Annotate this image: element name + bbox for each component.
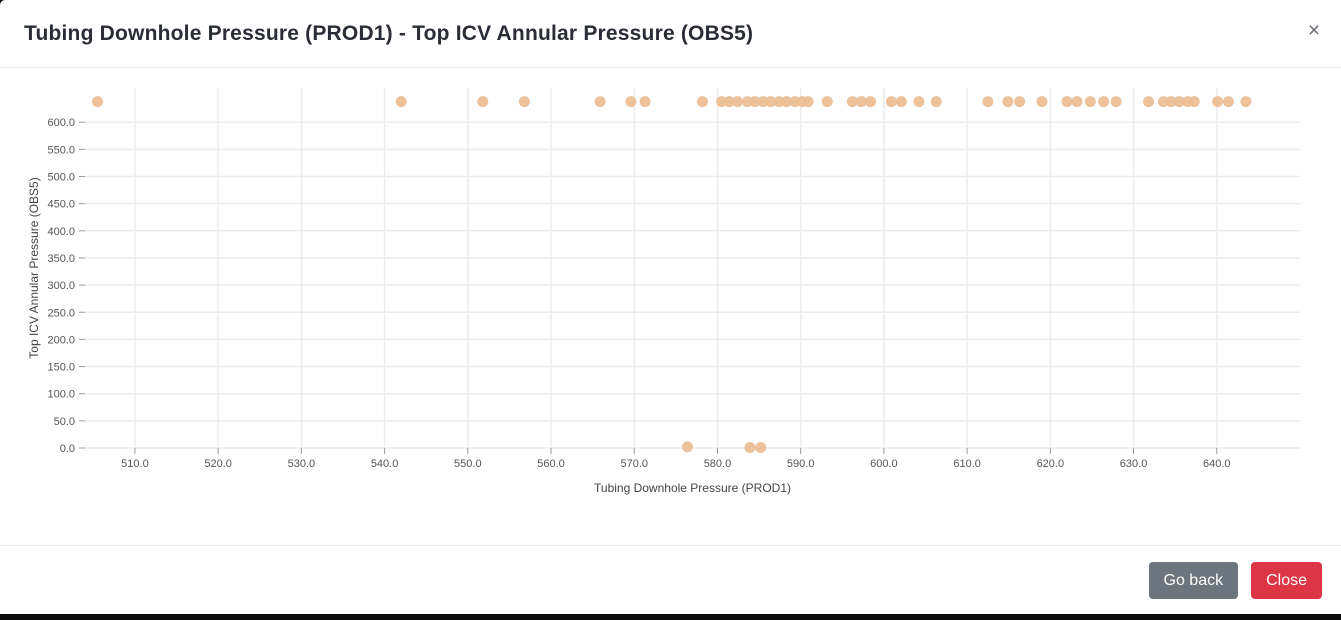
y-tick-label: 350.0 <box>47 253 75 265</box>
chart-point <box>930 96 942 108</box>
chart-point <box>1110 96 1122 108</box>
chart-point <box>744 442 756 453</box>
y-tick-label: 250.0 <box>47 307 75 319</box>
chart-point <box>1071 96 1083 108</box>
y-tick-label: 0.0 <box>60 443 75 455</box>
chart-point <box>1212 96 1224 108</box>
scatter-chart: 510.0 520.0 530.0 540.0 550.0 560.0 570.0 580.0… <box>0 68 1341 508</box>
chart-point <box>1173 96 1185 108</box>
chart-point <box>395 96 407 108</box>
y-axis-title: Top ICV Annular Pressure (OBS5) <box>27 177 41 358</box>
chart-point <box>755 442 767 453</box>
chart-gridlines <box>85 88 1300 449</box>
chart-point <box>697 96 708 108</box>
chart-point <box>749 96 761 108</box>
x-tick-label: 620.0 <box>1037 458 1065 470</box>
chart-point <box>1061 96 1073 108</box>
x-tick-label: 510.0 <box>121 458 149 470</box>
x-tick-label: 520.0 <box>204 458 232 470</box>
chart-svg: 510.0 520.0 530.0 540.0 550.0 560.0 570.0 580.0… <box>27 88 1300 495</box>
y-tick-label: 150.0 <box>47 362 75 374</box>
y-tick-label: 500.0 <box>47 172 75 184</box>
x-tick-label: 580.0 <box>704 458 732 470</box>
x-tick-label: 610.0 <box>953 458 981 470</box>
chart-point <box>855 96 867 108</box>
chart-point <box>1165 96 1177 108</box>
x-tick-label: 540.0 <box>371 458 399 470</box>
chart-point <box>1188 96 1200 108</box>
modal-header: Tubing Downhole Pressure (PROD1) - Top I… <box>0 0 1341 68</box>
chart-point <box>477 96 489 108</box>
chart-point <box>92 96 103 108</box>
chart-point <box>1084 96 1096 108</box>
modal-title: Tubing Downhole Pressure (PROD1) - Top I… <box>24 21 754 45</box>
chart-point <box>1098 96 1110 108</box>
chart-point <box>625 96 637 108</box>
y-tick-label: 100.0 <box>47 389 75 401</box>
x-axis-title: Tubing Downhole Pressure (PROD1) <box>594 481 791 495</box>
x-tick-label: 630.0 <box>1120 458 1148 470</box>
y-tick-label: 550.0 <box>47 144 75 156</box>
chart-point <box>1143 96 1154 108</box>
chart-point <box>723 96 735 108</box>
close-icon[interactable]: × <box>1301 18 1327 44</box>
chart-point <box>594 96 606 108</box>
chart-point <box>765 96 777 108</box>
chart-point <box>1002 96 1014 108</box>
x-tick-label: 640.0 <box>1203 458 1231 470</box>
y-tick-label: 600.0 <box>47 117 75 129</box>
chart-point <box>865 96 877 108</box>
x-tick-label: 570.0 <box>620 458 648 470</box>
modal-footer: Go back Close <box>0 545 1341 614</box>
y-tick-label: 300.0 <box>47 280 75 292</box>
chart-point <box>885 96 897 108</box>
y-tick-label: 450.0 <box>47 199 75 211</box>
chart-point <box>731 96 743 108</box>
chart-point <box>1240 96 1252 108</box>
go-back-button[interactable]: Go back <box>1148 561 1239 599</box>
chart-point <box>518 96 530 108</box>
x-tick-label: 550.0 <box>454 458 482 470</box>
y-tick-label: 50.0 <box>54 416 75 428</box>
chart-axes: 510.0 520.0 530.0 540.0 550.0 560.0 570.0 580.0… <box>47 117 1230 470</box>
x-tick-label: 600.0 <box>870 458 898 470</box>
y-tick-label: 400.0 <box>47 226 75 238</box>
chart-point <box>913 96 925 108</box>
chart-point <box>982 96 994 108</box>
chart-point <box>1014 96 1026 108</box>
x-tick-label: 590.0 <box>787 458 815 470</box>
chart-points <box>92 96 1252 453</box>
chart-point <box>682 441 693 453</box>
chart-point <box>1036 96 1048 108</box>
chart-point <box>821 96 833 108</box>
chart-point <box>846 96 858 108</box>
close-button[interactable]: Close <box>1251 561 1322 599</box>
chart-point <box>639 96 651 108</box>
x-tick-label: 530.0 <box>288 458 316 470</box>
x-tick-label: 560.0 <box>537 458 565 470</box>
y-tick-label: 200.0 <box>47 334 75 346</box>
chart-point <box>895 96 907 108</box>
chart-point <box>1222 96 1234 108</box>
chart-point <box>802 96 814 108</box>
chart-point <box>781 96 792 108</box>
